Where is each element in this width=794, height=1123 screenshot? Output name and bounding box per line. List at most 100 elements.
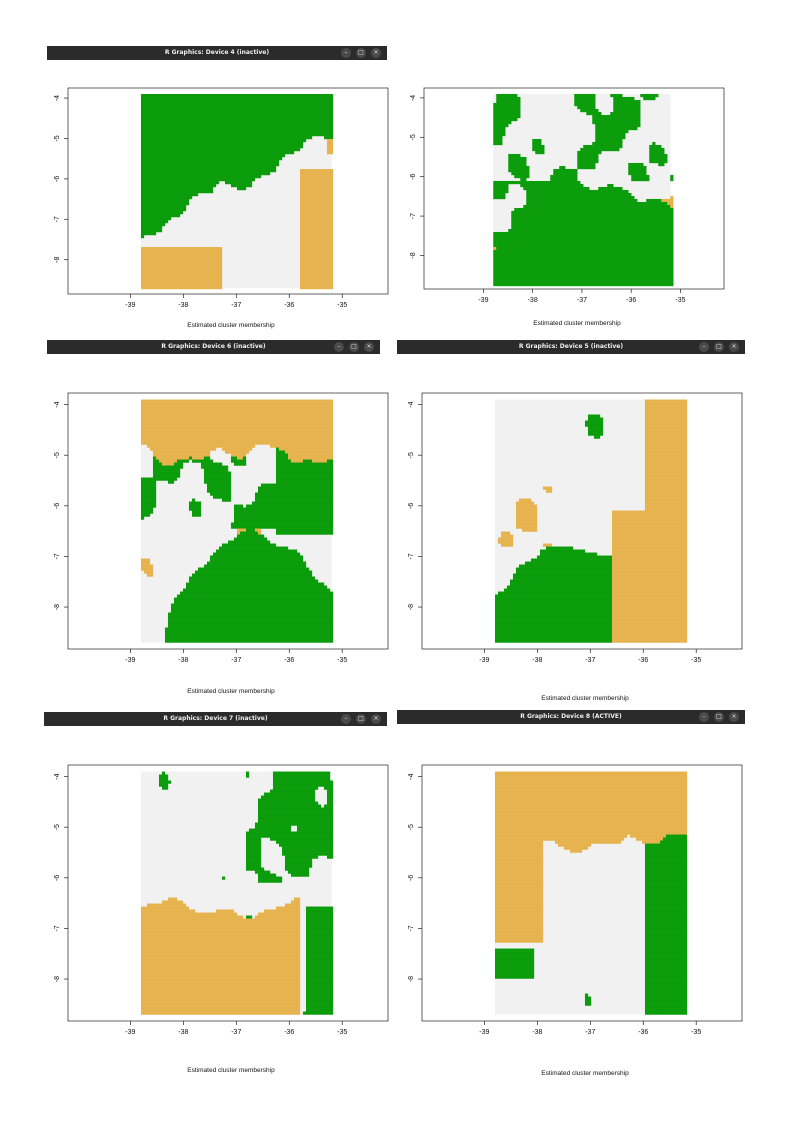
raster-cell — [538, 198, 542, 203]
raster-cell — [520, 165, 524, 170]
raster-cell — [185, 250, 190, 254]
raster-cell — [152, 226, 157, 230]
minimize-icon[interactable]: – — [699, 342, 709, 352]
window-titlebar[interactable]: R Graphics: Device 6 (inactive) – □ × — [47, 340, 380, 354]
raster-cell — [287, 118, 292, 122]
raster-cell — [179, 193, 184, 197]
raster-cell — [182, 133, 187, 137]
raster-cell — [610, 225, 614, 230]
raster-cell — [239, 121, 244, 125]
minimize-icon[interactable]: – — [699, 712, 709, 722]
raster-cell — [532, 147, 536, 152]
close-icon[interactable]: × — [371, 714, 381, 724]
raster-cell — [188, 130, 193, 134]
maximize-icon[interactable]: □ — [714, 712, 724, 722]
raster-cell — [158, 160, 163, 164]
raster-cell — [559, 246, 563, 251]
close-icon[interactable]: × — [729, 342, 739, 352]
raster-cell — [167, 283, 172, 287]
raster-cell — [622, 213, 626, 218]
raster-cell — [595, 243, 599, 248]
minimize-icon[interactable]: – — [341, 714, 351, 724]
raster-cell — [586, 231, 590, 236]
raster-cell — [601, 117, 605, 122]
raster-cell — [601, 129, 605, 134]
raster-cell — [188, 190, 193, 194]
raster-cell — [209, 250, 214, 254]
raster-cell — [586, 237, 590, 242]
raster-cell — [514, 171, 518, 176]
raster-cell — [517, 267, 521, 272]
raster-cell — [664, 156, 668, 161]
raster-cell — [158, 190, 163, 194]
raster-cell — [610, 144, 614, 149]
raster-cell — [643, 246, 647, 251]
window-titlebar[interactable]: R Graphics: Device 5 (inactive) – □ × — [397, 340, 745, 354]
window-titlebar[interactable]: R Graphics: Device 4 (inactive) – □ × — [47, 46, 387, 60]
raster-cell — [227, 145, 232, 149]
raster-cell — [176, 259, 181, 263]
raster-cell — [317, 214, 322, 218]
raster-cell — [236, 121, 241, 125]
raster-cell — [182, 109, 187, 113]
raster-cell — [317, 184, 322, 188]
raster-cell — [185, 259, 190, 263]
raster-cell — [625, 123, 629, 128]
raster-cell — [574, 270, 578, 275]
raster-cell — [197, 280, 202, 284]
window-titlebar[interactable]: R Graphics: Device 8 (ACTIVE) – □ × — [397, 710, 745, 724]
raster-cell — [649, 198, 653, 203]
raster-cell — [577, 207, 581, 212]
raster-cell — [631, 126, 635, 131]
raster-cell — [329, 235, 334, 239]
raster-cell — [269, 154, 274, 158]
maximize-icon[interactable]: □ — [714, 342, 724, 352]
raster-cell — [314, 241, 319, 245]
raster-cell — [553, 171, 557, 176]
raster-cell — [556, 204, 560, 209]
raster-cell — [212, 271, 217, 275]
raster-cell — [212, 250, 217, 254]
raster-cell — [140, 118, 145, 122]
raster-cell — [254, 142, 259, 146]
raster-cell — [272, 139, 277, 143]
x-tick-label: -38 — [178, 302, 188, 309]
minimize-icon[interactable]: – — [341, 48, 351, 58]
raster-cell — [158, 214, 163, 218]
maximize-icon[interactable]: □ — [349, 342, 359, 352]
raster-cell — [254, 145, 259, 149]
raster-cell — [556, 261, 560, 266]
raster-cell — [643, 237, 647, 242]
raster-cell — [526, 198, 530, 203]
raster-cell — [607, 201, 611, 206]
close-icon[interactable]: × — [371, 48, 381, 58]
raster-cell — [571, 201, 575, 206]
close-icon[interactable]: × — [729, 712, 739, 722]
window-titlebar[interactable]: R Graphics: Device 7 (inactive) – □ × — [44, 712, 387, 726]
raster-cell — [203, 160, 208, 164]
raster-cell — [209, 175, 214, 179]
raster-cell — [628, 222, 632, 227]
maximize-icon[interactable]: □ — [356, 48, 366, 58]
raster-cell — [592, 141, 596, 146]
raster-cell — [308, 97, 313, 101]
raster-cell — [191, 130, 196, 134]
raster-cell — [592, 228, 596, 233]
raster-cell — [230, 169, 235, 173]
raster-cell — [257, 145, 262, 149]
raster-cell — [158, 208, 163, 212]
raster-cell — [553, 219, 557, 224]
raster-cell — [176, 154, 181, 158]
raster-cell — [272, 142, 277, 146]
raster-cell — [508, 111, 512, 116]
maximize-icon[interactable]: □ — [356, 714, 366, 724]
raster-cell — [499, 111, 503, 116]
raster-cell — [547, 228, 551, 233]
raster-cell — [305, 226, 310, 230]
minimize-icon[interactable]: – — [334, 342, 344, 352]
raster-cell — [233, 121, 238, 125]
close-icon[interactable]: × — [364, 342, 374, 352]
raster-cell — [320, 229, 325, 233]
raster-cell — [646, 204, 650, 209]
raster-cell — [278, 109, 283, 113]
